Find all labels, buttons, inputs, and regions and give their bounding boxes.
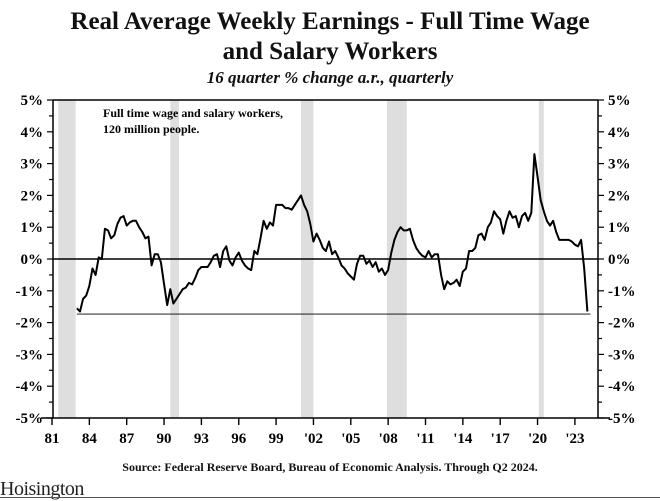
y-tick-label-right: 3% <box>608 157 631 173</box>
y-tick-label-right: -1% <box>608 284 636 300</box>
source-note: Source: Federal Reserve Board, Bureau of… <box>122 460 538 474</box>
y-tick-label-left: 5% <box>21 93 44 109</box>
y-tick-label-right: -3% <box>608 347 636 363</box>
y-tick-label-left: 3% <box>21 157 44 173</box>
x-tick-label: 96 <box>231 431 247 447</box>
annotation: Full time wage and salary workers, 120 m… <box>103 106 283 136</box>
axes: 5% 5% 4% 4% 3% 3% 2% 2% 1% 1% 0% 0% -1% -1% -2% -2% -3% -… <box>16 93 636 447</box>
chart-title-line-1: Real Average Weekly Earnings - Full Time… <box>70 8 590 35</box>
y-tick-label-right: 2% <box>608 188 631 204</box>
x-tick-label: 84 <box>82 431 98 447</box>
x-tick-label: '11 <box>416 431 434 447</box>
y-tick-label-right: 4% <box>608 125 631 141</box>
y-tick-label-left: 4% <box>21 125 44 141</box>
y-tick-label-right: 5% <box>608 93 631 109</box>
x-tick-label: '05 <box>341 431 360 447</box>
x-tick-label: 90 <box>157 431 172 447</box>
x-tick-label: '14 <box>453 431 473 447</box>
y-tick-label-left: -5% <box>16 411 44 427</box>
x-tick-label: 87 <box>119 431 135 447</box>
hoisington-logo: Hoisington <box>0 478 84 500</box>
y-tick-label-right: -4% <box>608 379 636 395</box>
chart-title-line-2: and Salary Workers <box>222 38 438 65</box>
y-tick-label-left: -3% <box>16 347 44 363</box>
y-tick-label-right: -2% <box>608 316 636 332</box>
series <box>76 153 589 313</box>
series-line <box>76 153 589 313</box>
annotation-line-1: Full time wage and salary workers, <box>103 106 283 120</box>
y-tick-label-left: 0% <box>21 252 44 268</box>
x-tick-label: 99 <box>269 431 284 447</box>
x-tick-label: 93 <box>194 431 209 447</box>
x-tick-label: '08 <box>379 431 398 447</box>
x-tick-label: '20 <box>528 431 547 447</box>
y-tick-label-right: 1% <box>608 220 631 236</box>
x-tick-label: '02 <box>304 431 323 447</box>
y-tick-label-left: -1% <box>16 284 44 300</box>
x-tick-label: '17 <box>491 431 511 447</box>
y-tick-label-right: 0% <box>608 252 631 268</box>
y-tick-label-left: 2% <box>21 188 44 204</box>
chart-subtitle: 16 quarter % change a.r., quarterly <box>206 68 454 87</box>
y-tick-label-left: -4% <box>16 379 44 395</box>
annotation-line-2: 120 million people. <box>103 122 199 136</box>
y-tick-label-left: -2% <box>16 316 44 332</box>
x-tick-label: 81 <box>45 431 60 447</box>
x-tick-label: '23 <box>565 431 584 447</box>
footer-rule <box>0 497 660 498</box>
y-tick-label-left: 1% <box>21 220 44 236</box>
y-tick-label-right: -5% <box>608 411 636 427</box>
